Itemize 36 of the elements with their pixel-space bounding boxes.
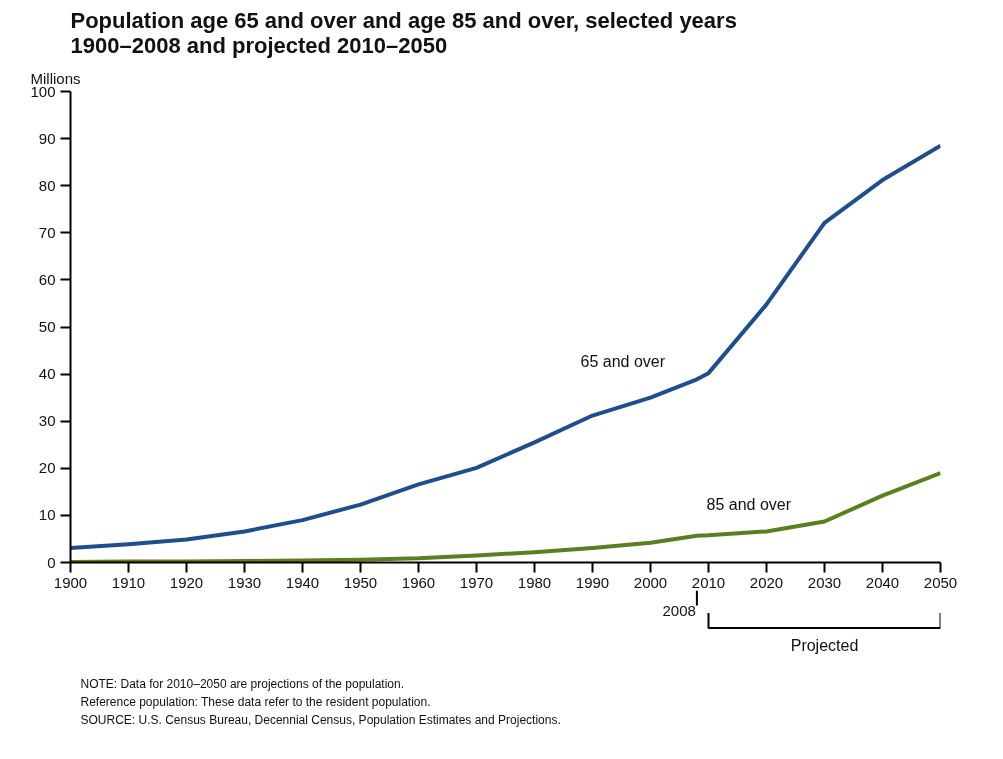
x-tick-label: 1990: [575, 573, 610, 591]
x-tick-label: 1980: [517, 573, 552, 591]
x-tick-label: 2010: [691, 573, 726, 591]
y-tick-label: 40: [38, 365, 56, 383]
x-tick-label: 2050: [923, 573, 958, 591]
y-tick-label: 10: [38, 506, 56, 524]
x-tick-label: 1900: [53, 573, 88, 591]
x-tick-label: 1940: [285, 573, 320, 591]
y-tick-label: 20: [38, 459, 56, 477]
y-tick-label: 90: [38, 129, 56, 147]
y-tick-label: 70: [38, 223, 56, 241]
x-tick-label: 1970: [459, 573, 494, 591]
x-tick-label: 1930: [227, 573, 262, 591]
x-tick-label: 1960: [401, 573, 436, 591]
series-label: 65 and over: [580, 352, 666, 370]
y-tick-label: 0: [47, 553, 56, 571]
x-tick-label: 2040: [865, 573, 900, 591]
series-label: 85 and over: [706, 496, 792, 514]
x-tick-label: 1910: [111, 573, 146, 591]
line-series: [70, 143, 941, 550]
text: NOTE: Data for 2010–2050 are projections of the population.: [80, 676, 405, 691]
text: Reference population: These data refer to the resident population.: [80, 694, 431, 709]
source-note: SOURCE: U.S. Census Bureau, Decennial Census, Population Estimates and Projections.: [80, 712, 561, 727]
chart-title: Population age 65 and over and age 85 and over, selected years 1900–2008 and projected 2010–2050: [70, 7, 737, 58]
ref-line-label: 2008: [662, 601, 696, 619]
text: Projected: [790, 637, 859, 654]
y-tick-label: 60: [38, 270, 56, 288]
y-axis-title: Millions: [30, 69, 81, 87]
y-tick-label: 80: [38, 176, 56, 194]
x-tick-label: 1950: [343, 573, 378, 591]
x-tick-label: 1920: [169, 573, 204, 591]
x-tick-label: 2030: [807, 573, 842, 591]
x-tick-label: 2020: [749, 573, 784, 591]
y-tick-label: 30: [38, 412, 56, 430]
y-tick-label: 50: [38, 318, 56, 335]
x-tick-label: 2000: [633, 573, 668, 591]
